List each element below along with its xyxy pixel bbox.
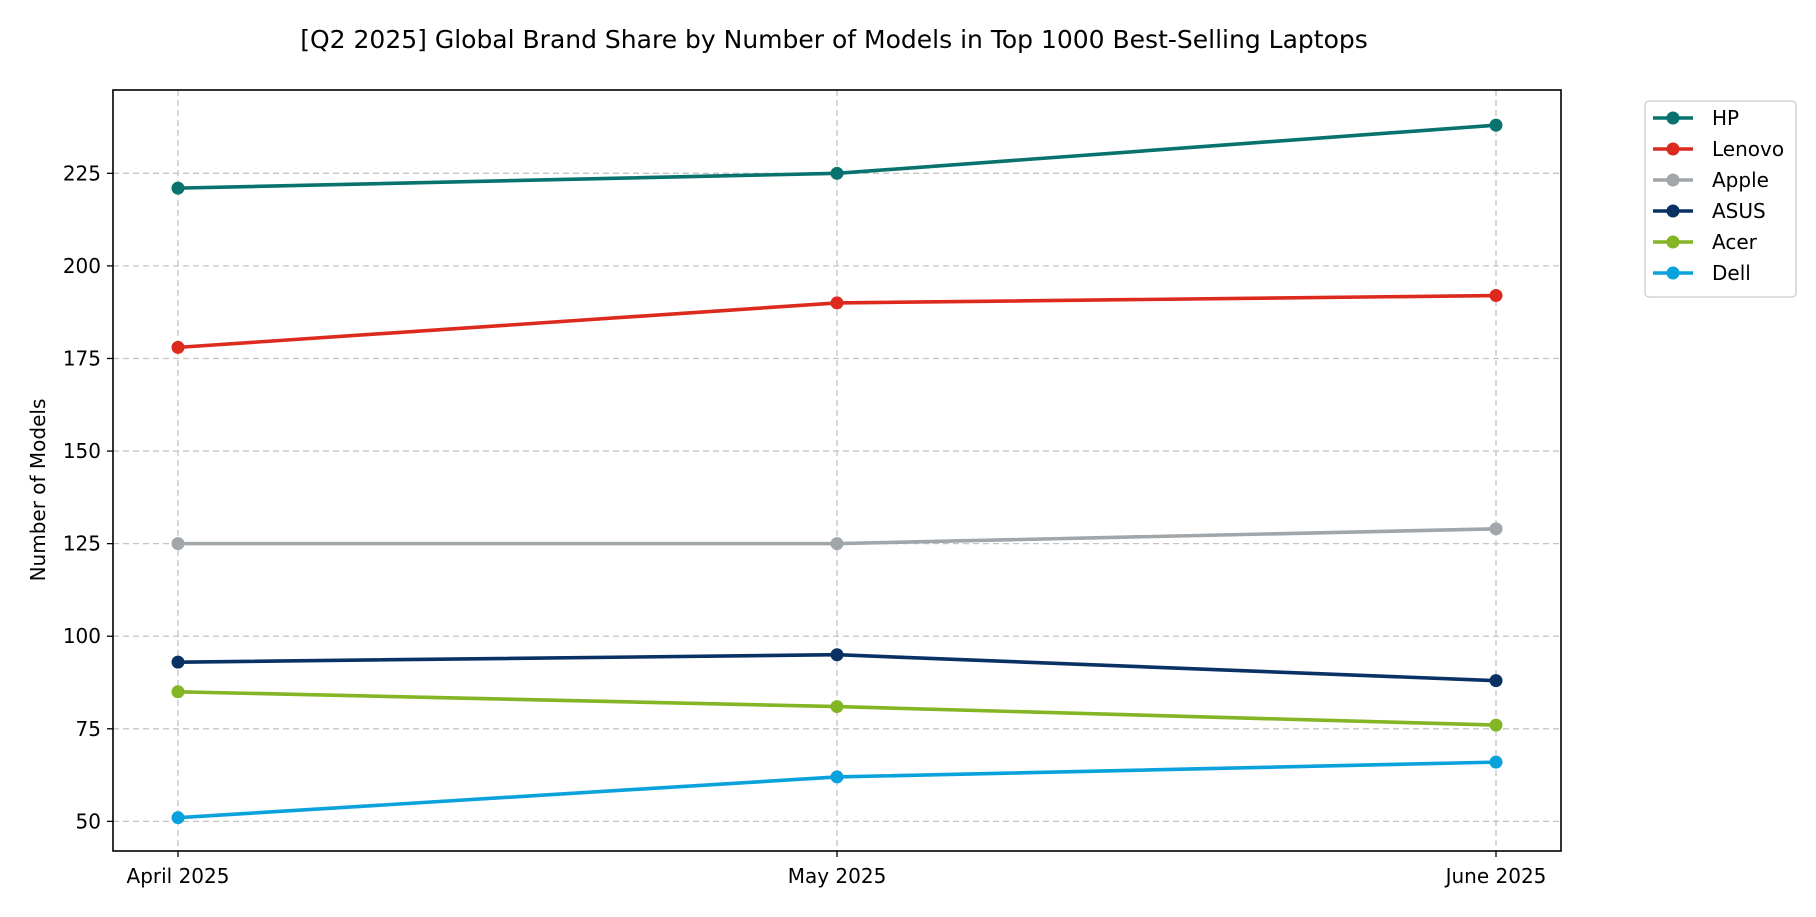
y-tick-label: 100 <box>63 624 101 648</box>
y-axis-label: Number of Models <box>26 399 50 582</box>
legend-label: Apple <box>1712 168 1769 192</box>
legend-item-hp: HP <box>1653 106 1739 130</box>
series-dell <box>171 755 1503 825</box>
data-point <box>1489 522 1503 536</box>
y-tick-label: 50 <box>76 809 101 833</box>
y-axis: 50 75 100 125 150 175 200 225 <box>63 161 113 833</box>
legend-swatch-marker <box>1666 235 1680 249</box>
data-point <box>830 296 844 310</box>
y-tick-label: 175 <box>63 346 101 370</box>
legend-item-acer: Acer <box>1653 230 1758 254</box>
data-point <box>171 340 185 354</box>
series-asus <box>171 648 1503 688</box>
legend-swatch-marker <box>1666 204 1680 218</box>
data-point <box>171 655 185 669</box>
legend-label: HP <box>1712 106 1739 130</box>
series-hp <box>171 118 1503 195</box>
series-acer <box>171 685 1503 732</box>
data-point <box>1489 755 1503 769</box>
y-tick-label: 75 <box>76 717 101 741</box>
legend-label: Dell <box>1712 261 1751 285</box>
x-axis: April 2025 May 2025 June 2025 <box>127 851 1547 888</box>
data-point <box>1489 674 1503 688</box>
legend-swatch-marker <box>1666 111 1680 125</box>
legend-label: ASUS <box>1712 199 1766 223</box>
legend-swatch-marker <box>1666 173 1680 187</box>
legend-item-lenovo: Lenovo <box>1653 137 1784 161</box>
data-point <box>830 166 844 180</box>
y-tick-label: 225 <box>63 161 101 185</box>
y-tick-label: 125 <box>63 532 101 556</box>
legend-swatch-marker <box>1666 142 1680 156</box>
y-tick-label: 150 <box>63 439 101 463</box>
legend-item-asus: ASUS <box>1653 199 1766 223</box>
series-lenovo <box>171 289 1503 354</box>
x-tick-label: May 2025 <box>788 864 887 888</box>
legend: HP Lenovo Apple ASUS Acer Dell <box>1644 100 1797 298</box>
data-point <box>171 537 185 551</box>
legend-label: Lenovo <box>1712 137 1784 161</box>
x-tick-label: June 2025 <box>1444 864 1547 888</box>
x-tick-label: April 2025 <box>127 864 230 888</box>
legend-item-apple: Apple <box>1653 168 1769 192</box>
legend-label: Acer <box>1712 230 1758 254</box>
data-point <box>1489 718 1503 732</box>
series-apple <box>171 522 1503 551</box>
series-lines <box>171 118 1503 825</box>
data-point <box>171 181 185 195</box>
y-tick-label: 200 <box>63 254 101 278</box>
data-point <box>171 685 185 699</box>
data-point <box>830 537 844 551</box>
data-point <box>830 648 844 662</box>
data-point <box>830 700 844 714</box>
legend-swatch-marker <box>1666 266 1680 280</box>
data-point <box>171 811 185 825</box>
legend-item-dell: Dell <box>1653 261 1751 285</box>
chart-title: [Q2 2025] Global Brand Share by Number o… <box>300 25 1368 54</box>
data-point <box>1489 289 1503 303</box>
data-point <box>830 770 844 784</box>
data-point <box>1489 118 1503 132</box>
